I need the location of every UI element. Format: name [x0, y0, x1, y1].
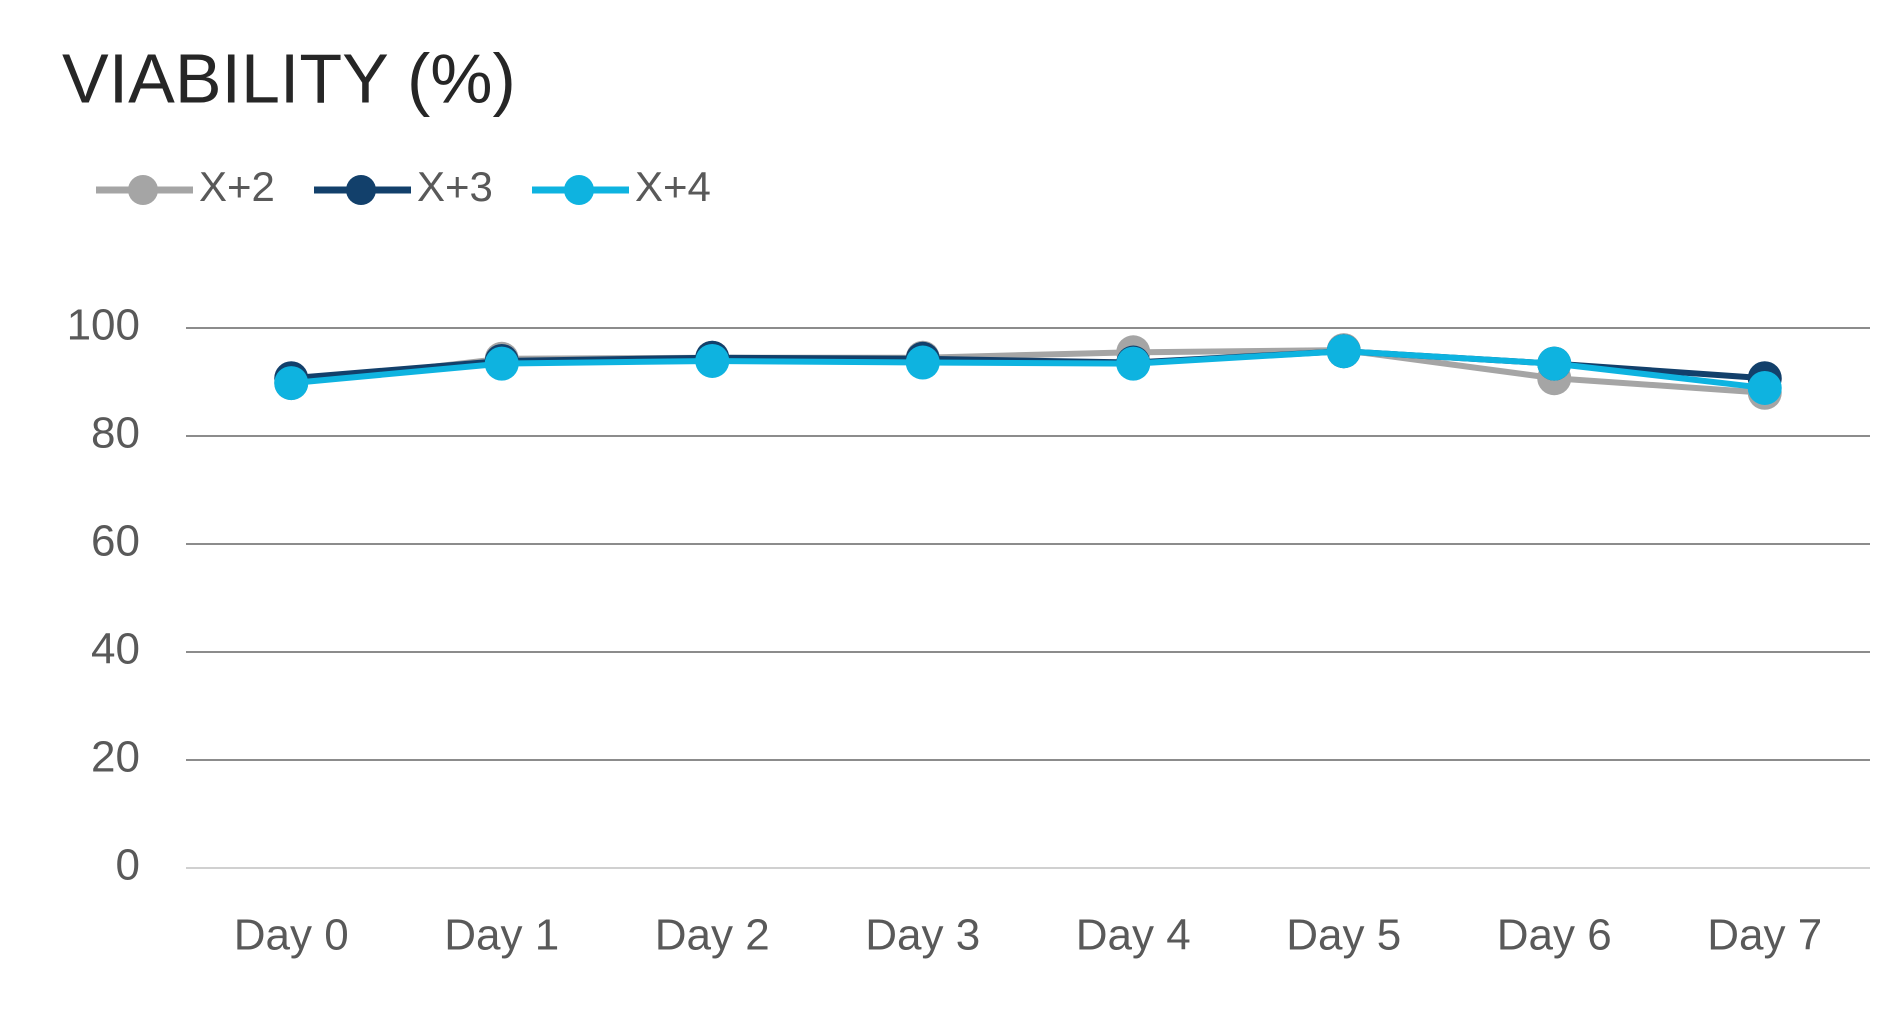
legend-label: X+4 — [635, 163, 711, 210]
x-tick-label: Day 4 — [1076, 911, 1191, 960]
x-tick-label: Day 3 — [865, 911, 980, 960]
chart-title: VIABILITY (%) — [62, 39, 516, 117]
y-tick-label: 80 — [91, 409, 140, 458]
series-line — [290, 348, 1766, 391]
y-tick-label: 60 — [91, 517, 140, 566]
x-tick-label: Day 2 — [655, 911, 770, 960]
data-point — [905, 345, 940, 380]
data-point — [1116, 346, 1151, 381]
x-tick-label: Day 6 — [1497, 911, 1612, 960]
y-tick-label: 0 — [116, 841, 140, 890]
legend-marker — [128, 175, 158, 205]
legend-marker — [346, 175, 376, 205]
data-point — [274, 366, 309, 401]
data-point — [484, 346, 519, 381]
legend-label: X+2 — [199, 163, 275, 210]
y-tick-label: 20 — [91, 733, 140, 782]
legend-marker — [564, 175, 594, 205]
data-point — [1747, 370, 1782, 405]
y-tick-label: 40 — [91, 625, 140, 674]
data-point — [1326, 334, 1361, 369]
y-tick-label: 100 — [67, 301, 140, 350]
x-tick-label: Day 5 — [1286, 911, 1401, 960]
legend-label: X+3 — [417, 163, 493, 210]
data-point — [695, 343, 730, 378]
x-tick-label: Day 1 — [444, 911, 559, 960]
data-point — [1537, 346, 1572, 381]
x-tick-label: Day 7 — [1707, 911, 1822, 960]
x-tick-label: Day 0 — [234, 911, 349, 960]
